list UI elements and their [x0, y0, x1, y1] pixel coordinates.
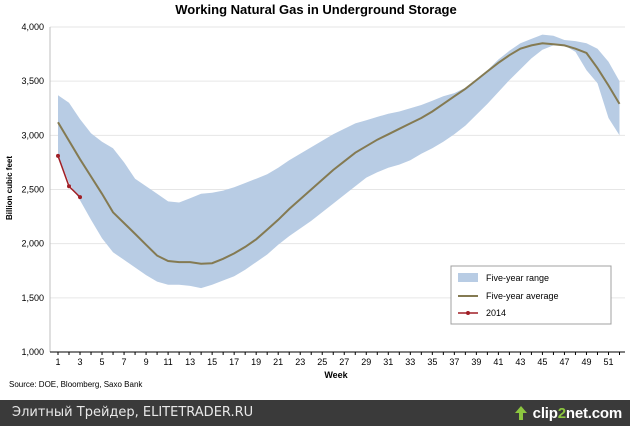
x-tick-label: 31: [383, 357, 393, 367]
x-tick-label: 13: [185, 357, 195, 367]
x-tick-label: 49: [581, 357, 591, 367]
storage-chart: Working Natural Gas in Underground Stora…: [5, 2, 625, 389]
legend-swatch-range: [458, 273, 478, 282]
y-tick-label: 4,000: [21, 22, 44, 32]
x-tick-label: 11: [163, 357, 172, 367]
range-area: [58, 34, 620, 289]
y-tick-label: 3,500: [21, 76, 44, 86]
x-tick-label: 7: [122, 357, 127, 367]
y-tick-label: 1,000: [21, 347, 44, 357]
x-tick-label: 29: [361, 357, 371, 367]
x-axis: 1 3 5 7 9 11 13 15 17 19 21 23 25 27 29 31 33 35 37 39 41 43 4…: [50, 351, 625, 367]
x-tick-label: 27: [339, 357, 349, 367]
x-tick-label: 33: [405, 357, 415, 367]
chart-title: Working Natural Gas in Underground Stora…: [175, 2, 456, 17]
x-tick-label: 15: [207, 357, 217, 367]
x-tick-label: 9: [144, 357, 149, 367]
watermark-bar: Элитный Трейдер, ELITETRADER.RU clip2net…: [0, 400, 630, 426]
legend-marker-2014: [466, 311, 470, 315]
legend-label-2014: 2014: [486, 308, 506, 318]
x-tick-label: 35: [427, 357, 437, 367]
y-tick-label: 2,500: [21, 185, 44, 195]
five-year-range-band: [58, 34, 620, 289]
x-axis-label: Week: [324, 370, 348, 380]
x-tick-label: 23: [295, 357, 305, 367]
x-tick-label: 21: [273, 357, 283, 367]
legend-label-range: Five-year range: [486, 273, 549, 283]
series-2014-point: [56, 153, 60, 158]
series-2014-point: [67, 184, 72, 189]
legend-label-average: Five-year average: [486, 291, 559, 301]
watermark-caption: Элитный Трейдер, ELITETRADER.RU: [12, 405, 254, 420]
x-tick-label: 5: [100, 357, 105, 367]
y-axis: 1,000 1,500 2,000 2,500 3,000 3,500 4,000: [21, 22, 51, 357]
y-tick-label: 3,000: [21, 130, 44, 140]
x-tick-label: 1: [55, 357, 60, 367]
x-tick-label: 3: [78, 357, 83, 367]
x-tick-label: 43: [515, 357, 525, 367]
series-2014-point: [78, 195, 83, 200]
x-tick-label: 39: [471, 357, 481, 367]
x-tick-label: 47: [559, 357, 569, 367]
x-tick-label: 25: [317, 357, 327, 367]
y-axis-label: Billion cubic feet: [5, 156, 14, 220]
series-2014: [56, 153, 83, 200]
x-tick-label: 51: [603, 357, 613, 367]
x-tick-label: 17: [229, 357, 239, 367]
y-tick-label: 2,000: [21, 239, 44, 249]
clip2net-logo: clip2net.com: [512, 403, 622, 423]
clip-icon: [514, 406, 527, 420]
x-tick-label: 45: [537, 357, 547, 367]
logo-wordmark: clip2net.com: [532, 404, 623, 422]
x-tick-label: 37: [449, 357, 459, 367]
legend: Five-year range Five-year average 2014: [450, 265, 612, 325]
chart-container: Working Natural Gas in Underground Stora…: [5, 2, 625, 389]
x-tick-label: 19: [251, 357, 261, 367]
source-note: Source: DOE, Bloomberg, Saxo Bank: [9, 380, 143, 389]
y-tick-label: 1,500: [21, 293, 44, 303]
five-year-average-line: [57, 42, 621, 265]
x-tick-label: 41: [493, 357, 503, 367]
average-line: [57, 42, 621, 265]
